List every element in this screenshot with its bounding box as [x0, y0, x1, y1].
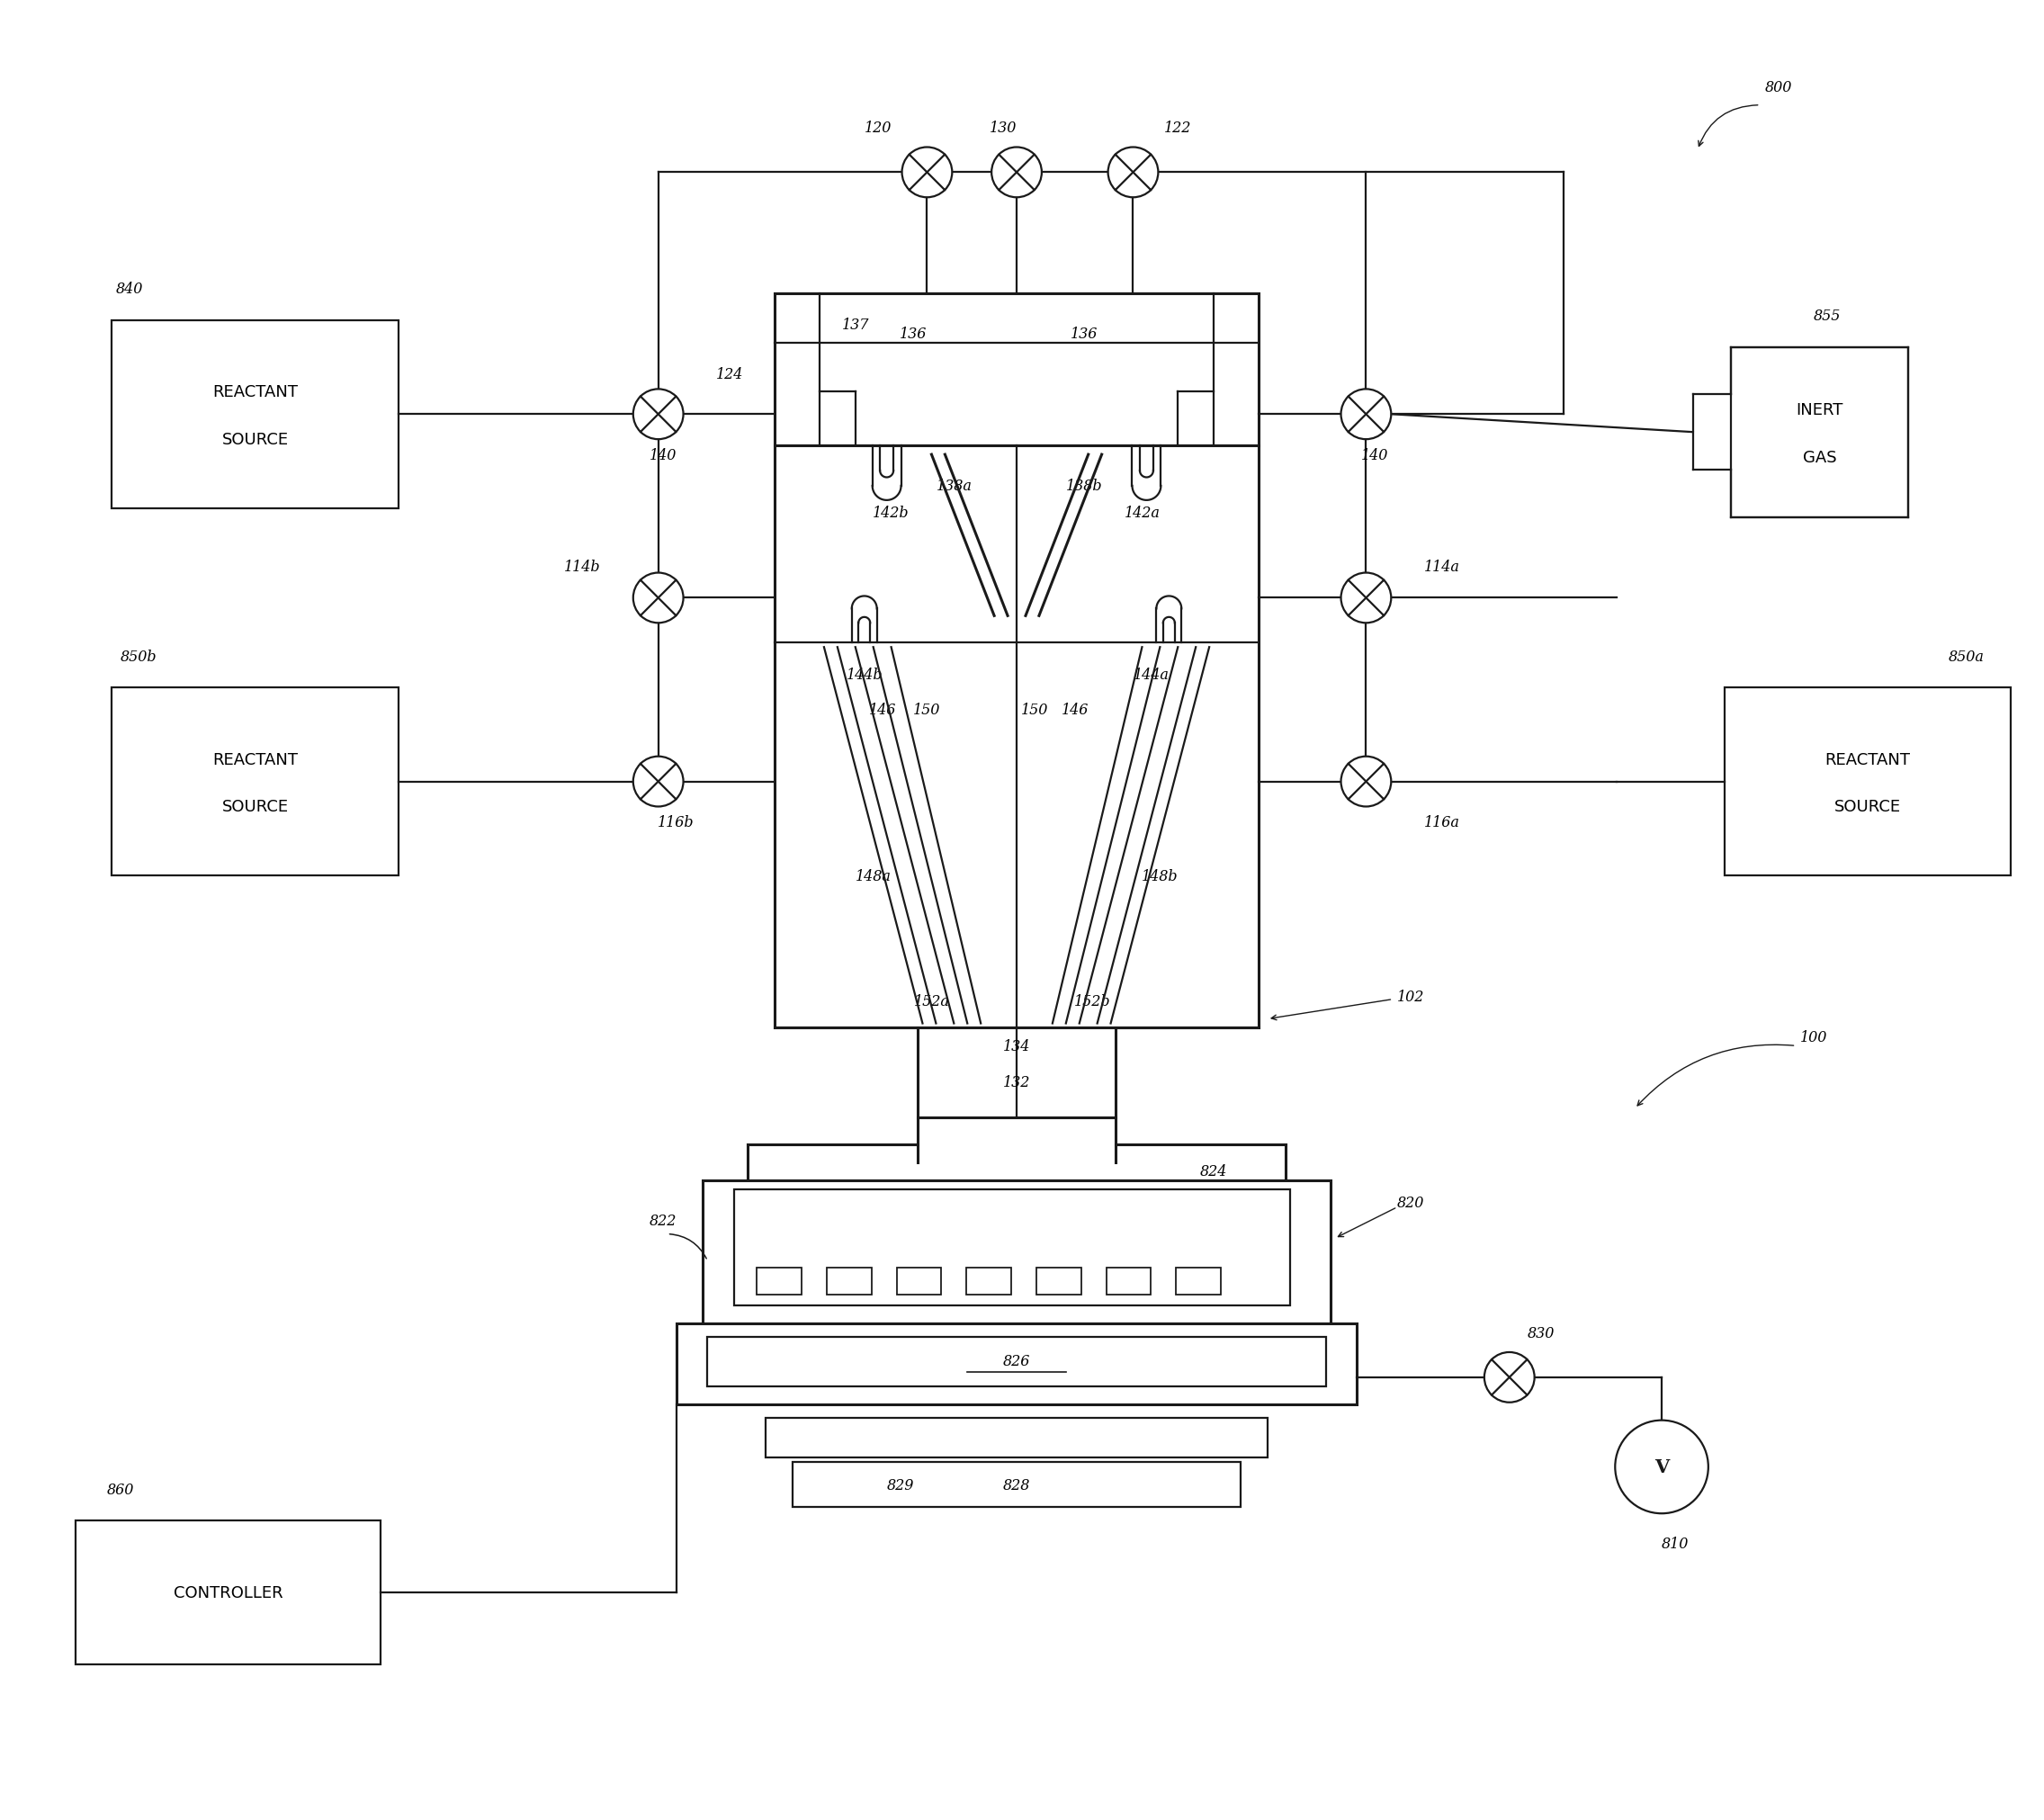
Circle shape [1615, 1420, 1709, 1514]
Text: 130: 130 [989, 120, 1016, 136]
Circle shape [634, 573, 683, 624]
Text: 116a: 116a [1425, 815, 1459, 830]
Text: 114b: 114b [564, 559, 601, 575]
Circle shape [1108, 147, 1159, 198]
Text: REACTANT: REACTANT [213, 384, 298, 400]
Text: 860: 860 [106, 1481, 135, 1498]
Text: 822: 822 [650, 1214, 677, 1228]
Text: 146: 146 [869, 703, 895, 717]
Text: SOURCE: SOURCE [221, 431, 288, 448]
Bar [967, 1269, 1012, 1296]
Bar [112, 688, 399, 875]
Text: 152a: 152a [914, 994, 950, 1008]
Text: INERT: INERT [1797, 402, 1844, 419]
Text: SOURCE: SOURCE [221, 799, 288, 815]
Circle shape [1341, 757, 1392, 806]
Circle shape [901, 147, 953, 198]
Text: 820: 820 [1398, 1196, 1425, 1210]
Text: 137: 137 [842, 318, 869, 333]
Text: 828: 828 [1004, 1478, 1030, 1492]
Bar [112, 320, 399, 510]
Text: 810: 810 [1662, 1536, 1688, 1551]
Bar [793, 1463, 1241, 1507]
Text: GAS: GAS [1803, 450, 1836, 466]
Text: 132: 132 [1004, 1074, 1030, 1090]
Text: 134: 134 [1004, 1039, 1030, 1054]
Text: 116b: 116b [658, 815, 695, 830]
Bar [734, 1190, 1290, 1305]
Text: 114a: 114a [1425, 559, 1459, 575]
Text: SOURCE: SOURCE [1833, 799, 1901, 815]
Text: 100: 100 [1801, 1030, 1827, 1045]
Text: 152b: 152b [1075, 994, 1112, 1008]
Text: 140: 140 [1361, 448, 1388, 462]
Text: 124: 124 [715, 368, 744, 382]
Text: 829: 829 [887, 1478, 914, 1492]
Bar [76, 1522, 380, 1663]
Text: 855: 855 [1813, 309, 1842, 324]
Circle shape [991, 147, 1042, 198]
Text: 830: 830 [1527, 1325, 1553, 1340]
Bar [1731, 348, 1909, 517]
Text: 138b: 138b [1065, 479, 1102, 493]
Bar [703, 1181, 1331, 1323]
Bar [677, 1323, 1357, 1405]
Text: CONTROLLER: CONTROLLER [174, 1583, 282, 1600]
Bar [826, 1269, 871, 1296]
Text: 826: 826 [1004, 1354, 1030, 1369]
Bar [1036, 1269, 1081, 1296]
Text: 138a: 138a [936, 479, 971, 493]
Bar [756, 1269, 801, 1296]
Bar [766, 1418, 1267, 1458]
Text: 146: 146 [1061, 703, 1089, 717]
Text: 850b: 850b [121, 650, 157, 664]
Text: 840: 840 [117, 282, 143, 297]
Bar [897, 1269, 942, 1296]
Text: 148b: 148b [1143, 868, 1177, 885]
Bar [1175, 1269, 1220, 1296]
Circle shape [1484, 1352, 1535, 1403]
Text: 102: 102 [1398, 990, 1425, 1005]
Circle shape [634, 389, 683, 440]
Bar [1106, 1269, 1151, 1296]
Circle shape [1341, 573, 1392, 624]
Text: 824: 824 [1200, 1163, 1226, 1179]
Text: 150: 150 [914, 703, 940, 717]
Text: 850a: 850a [1948, 650, 1985, 664]
Text: REACTANT: REACTANT [213, 752, 298, 768]
Text: 800: 800 [1764, 80, 1793, 96]
Text: 136: 136 [899, 326, 928, 342]
Text: 144a: 144a [1132, 666, 1169, 682]
Text: 142a: 142a [1124, 506, 1161, 521]
Text: 150: 150 [1020, 703, 1049, 717]
Text: V: V [1654, 1458, 1670, 1476]
Text: REACTANT: REACTANT [1825, 752, 1911, 768]
Text: 140: 140 [650, 448, 677, 462]
Text: 144b: 144b [846, 666, 883, 682]
Text: 148a: 148a [854, 868, 891, 885]
Text: 120: 120 [865, 120, 891, 136]
Text: 136: 136 [1071, 326, 1098, 342]
Text: 142b: 142b [873, 506, 910, 521]
Bar [775, 293, 1259, 446]
Bar [775, 446, 1259, 1028]
Circle shape [1341, 389, 1392, 440]
Circle shape [634, 757, 683, 806]
Bar [918, 1028, 1116, 1117]
Bar [707, 1338, 1327, 1387]
Text: 122: 122 [1165, 120, 1192, 136]
Bar [1725, 688, 2011, 875]
